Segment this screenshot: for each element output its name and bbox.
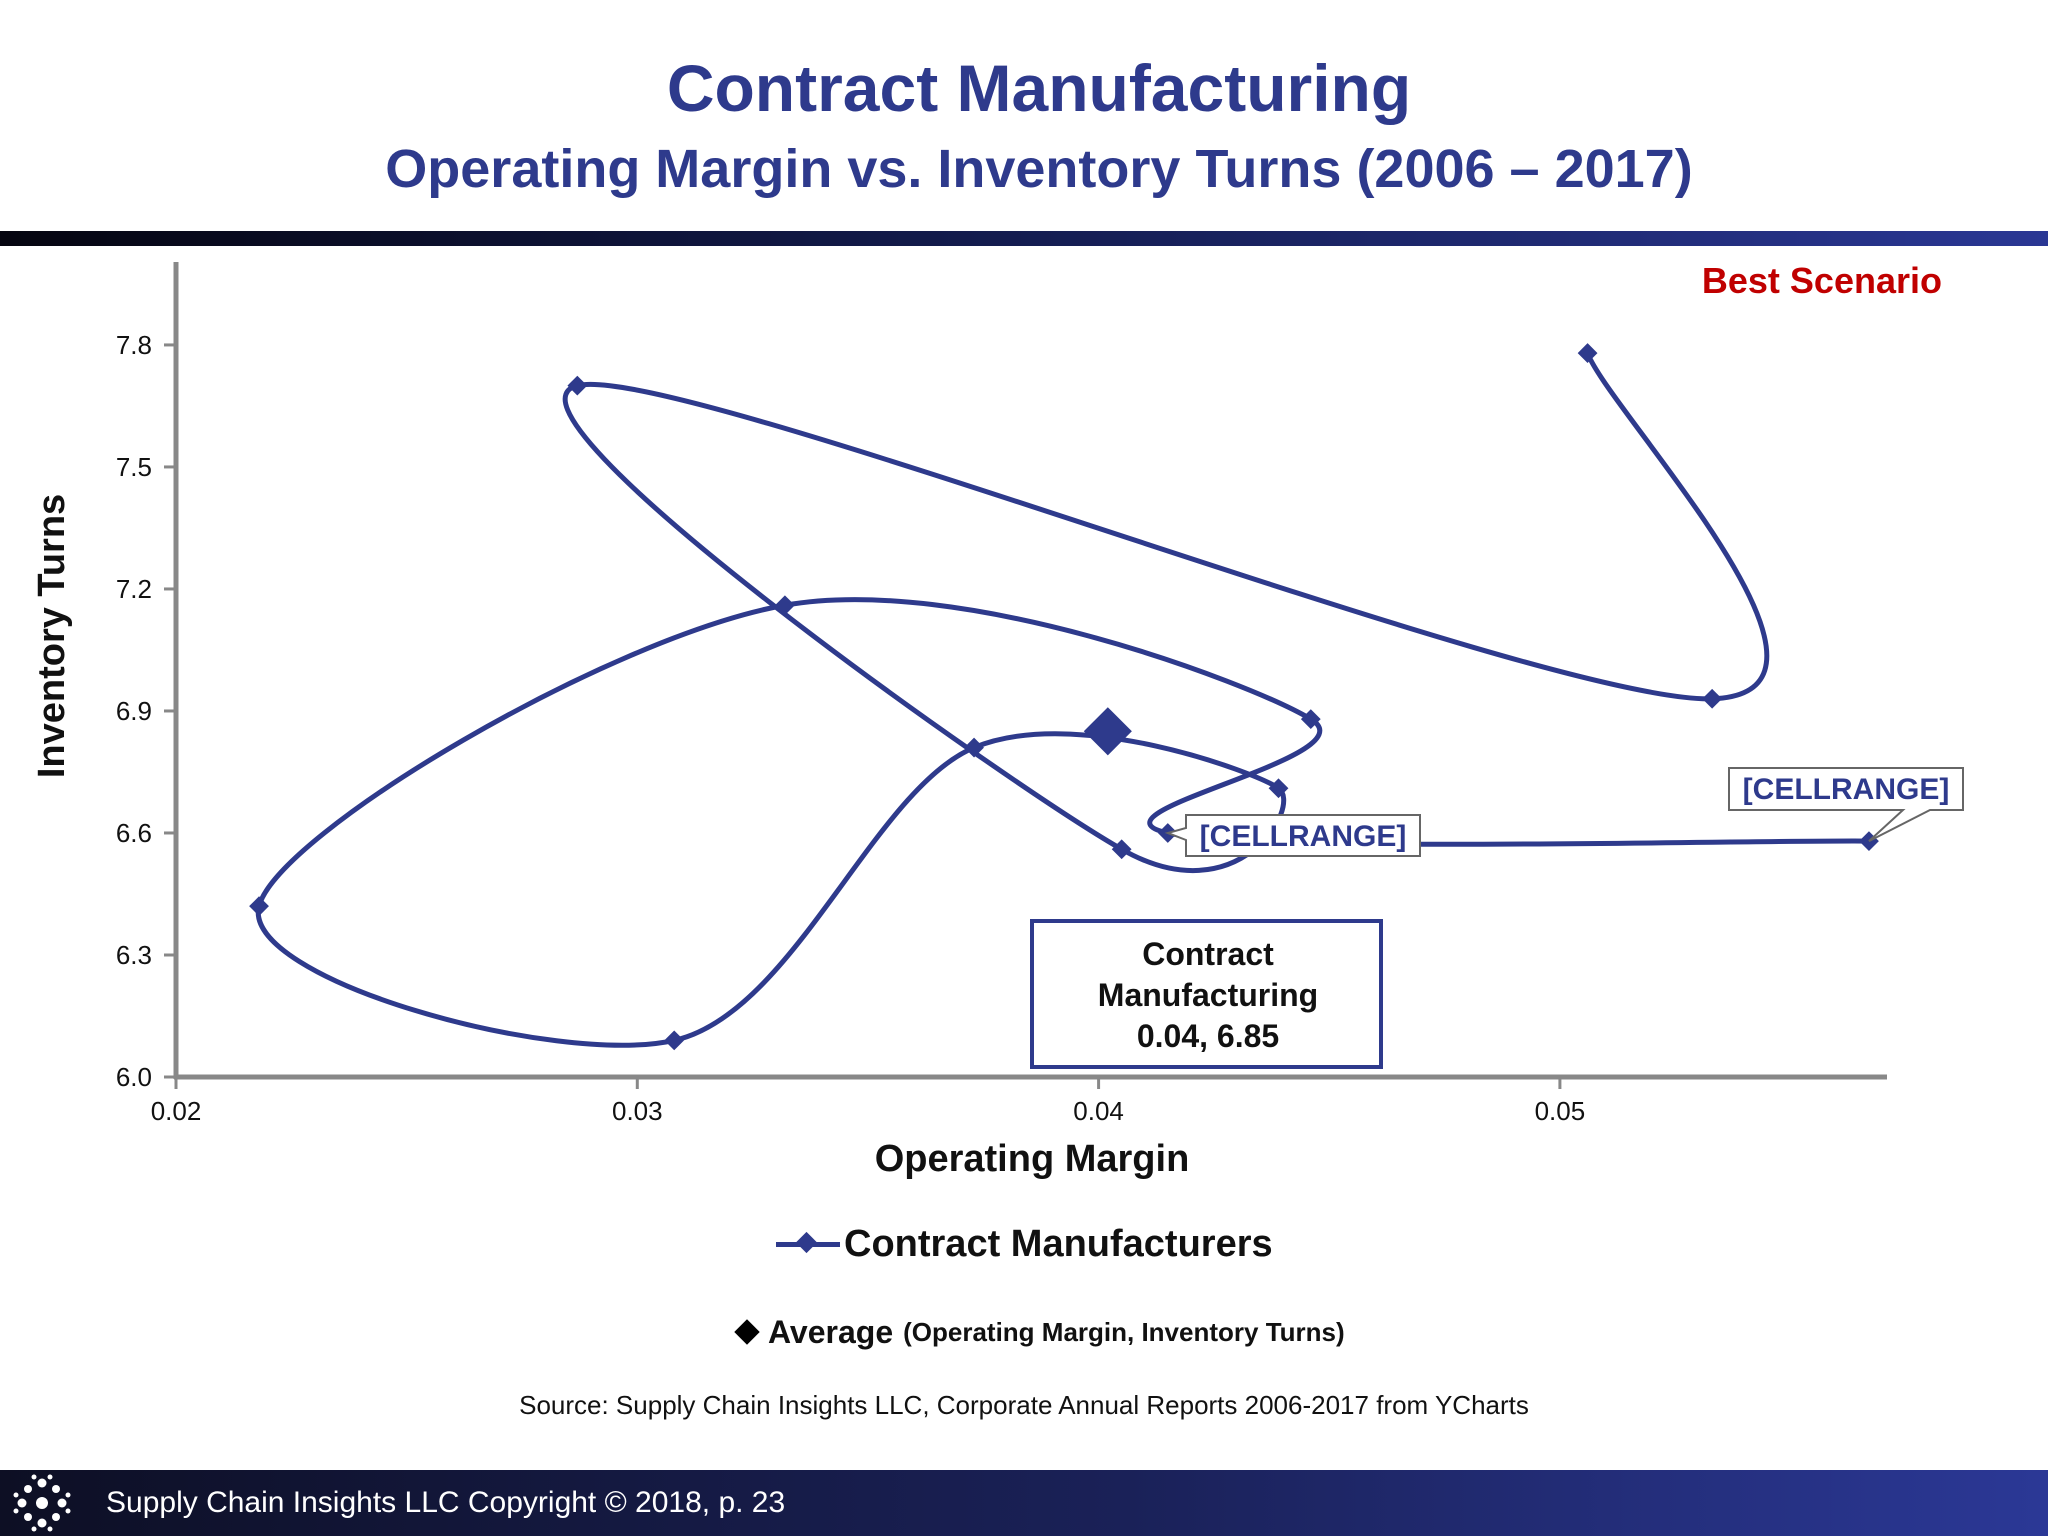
series-line-contract-manufacturers (255, 352, 1869, 1048)
y-axis-title: Inventory Turns (31, 494, 73, 778)
footer-copyright: Supply Chain Insights LLC Copyright © 20… (106, 1486, 786, 1519)
company-logo-icon (13, 1474, 71, 1532)
data-point-marker (964, 737, 984, 758)
data-point-marker (1702, 688, 1723, 709)
legend-average-detail: (Operating Margin, Inventory Turns) (903, 1316, 1345, 1347)
legend-average-entry: Average (Operating Margin, Inventory Tur… (732, 1310, 1345, 1354)
data-label-callout-box (1164, 814, 1421, 857)
average-callout-line2: Manufacturing (1098, 977, 1318, 1013)
average-callout-line1: Contract (1142, 936, 1274, 972)
data-label-callout-box (1728, 767, 1964, 843)
x-axis-title: Operating Margin (875, 1138, 1190, 1180)
x-tick-label: 0.03 (612, 1096, 663, 1126)
data-point-marker (1268, 778, 1289, 799)
legend-series-label: Contract Manufacturers (844, 1222, 1273, 1265)
header-divider-bar (0, 231, 2048, 246)
data-point-marker (567, 375, 588, 396)
footer-bar: Supply Chain Insights LLC Copyright © 20… (0, 1470, 2048, 1536)
average-marker (1083, 707, 1132, 756)
legend-series-swatch (774, 1229, 842, 1259)
legend-series-entry: Contract Manufacturers (774, 1216, 1273, 1272)
chart-subtitle: Operating Margin vs. Inventory Turns (20… (385, 139, 1693, 199)
data-point-marker (664, 1030, 685, 1051)
data-point-marker (775, 595, 795, 616)
x-tick-label: 0.02 (151, 1096, 202, 1126)
scatter-chart: 6.0 6.3 6.6 6.9 7.2 7.5 7.8 0.02 0.03 0.04 0.05 Ope… (31, 260, 1964, 1180)
data-label-callout-text: [CELLRANGE] (1200, 820, 1407, 853)
legend-average-label: Average (768, 1313, 894, 1350)
data-point-marker (1300, 709, 1321, 730)
data-label-callout-text: [CELLRANGE] (1743, 773, 1950, 806)
y-tick-label: 7.2 (116, 574, 152, 604)
y-tick-label: 6.3 (116, 940, 152, 970)
x-tick-label: 0.04 (1073, 1096, 1124, 1126)
data-point-marker (1577, 343, 1598, 363)
y-tick-label: 7.8 (116, 330, 152, 360)
best-scenario-annotation: Best Scenario (1702, 260, 1942, 301)
y-tick-label: 6.0 (116, 1062, 152, 1092)
y-tick-label: 6.6 (116, 818, 152, 848)
y-tick-label: 6.9 (116, 696, 152, 726)
data-point-marker (1111, 839, 1132, 860)
chart-title: Contract Manufacturing (666, 51, 1412, 125)
x-tick-label: 0.05 (1535, 1096, 1586, 1126)
source-note: Source: Supply Chain Insights LLC, Corpo… (519, 1390, 1529, 1420)
y-tick-label: 7.5 (116, 452, 152, 482)
diamond-icon (734, 1319, 760, 1345)
average-callout-value: 0.04, 6.85 (1137, 1018, 1279, 1054)
data-point-marker (249, 896, 269, 917)
average-callout-box (1030, 919, 1383, 1069)
